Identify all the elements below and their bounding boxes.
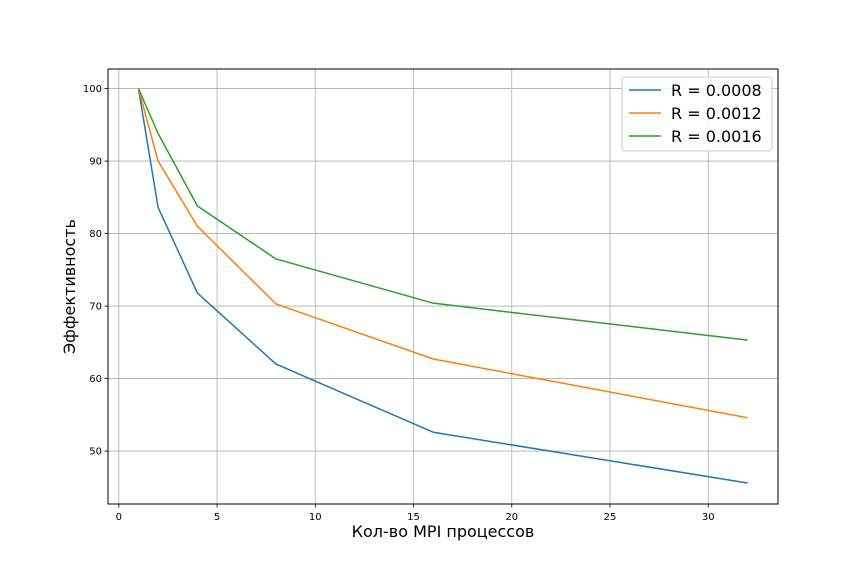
series-line-1: [137, 88, 748, 419]
x-tick-label: 0: [116, 512, 122, 523]
y-tick-label: 60: [89, 374, 102, 385]
x-tick-label: 25: [604, 512, 617, 523]
legend-entry: R = 0.0012: [629, 104, 762, 123]
x-tick-label: 30: [702, 512, 715, 523]
legend-box: [621, 76, 773, 152]
series-line-2: [137, 88, 748, 341]
x-tick-label: 20: [505, 512, 518, 523]
legend-label-r-0016: R = 0.0016: [671, 127, 762, 146]
x-tick-label: 15: [407, 512, 420, 523]
y-tick-label: 100: [83, 84, 102, 95]
series-line-0: [137, 88, 748, 484]
legend-entry: R = 0.0008: [629, 81, 762, 100]
y-tick-label: 80: [89, 229, 102, 240]
y-axis-label: Эффективность: [60, 219, 79, 354]
x-tick-label: 10: [309, 512, 322, 523]
plot-frame: [107, 68, 779, 505]
legend-label-r-0008: R = 0.0008: [671, 81, 762, 100]
y-tick-label: 50: [89, 447, 102, 458]
series-lines: [137, 88, 748, 484]
y-tick-label: 70: [89, 302, 102, 313]
axis-ticks: 0 5 10 15 20 25 30 50 60 70 80 90 100: [83, 84, 715, 523]
x-tick-label: 5: [214, 512, 220, 523]
legend-entry: R = 0.0016: [629, 127, 762, 146]
legend: R = 0.0008 R = 0.0012 R = 0.0016: [621, 76, 773, 152]
x-axis-label: Кол-во MPI процессов: [352, 522, 535, 541]
legend-label-r-0012: R = 0.0012: [671, 104, 762, 123]
y-tick-label: 90: [89, 157, 102, 168]
